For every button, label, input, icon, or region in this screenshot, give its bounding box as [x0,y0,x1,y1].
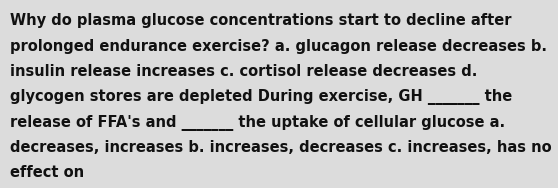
Text: glycogen stores are depleted During exercise, GH _______ the: glycogen stores are depleted During exer… [10,89,512,105]
Text: release of FFA's and _______ the uptake of cellular glucose a.: release of FFA's and _______ the uptake … [10,115,505,131]
Text: effect on: effect on [10,165,84,180]
Text: insulin release increases c. cortisol release decreases d.: insulin release increases c. cortisol re… [10,64,478,79]
Text: Why do plasma glucose concentrations start to decline after: Why do plasma glucose concentrations sta… [10,13,512,28]
Text: decreases, increases b. increases, decreases c. increases, has no: decreases, increases b. increases, decre… [10,140,552,155]
Text: prolonged endurance exercise? a. glucagon release decreases b.: prolonged endurance exercise? a. glucago… [10,39,547,54]
